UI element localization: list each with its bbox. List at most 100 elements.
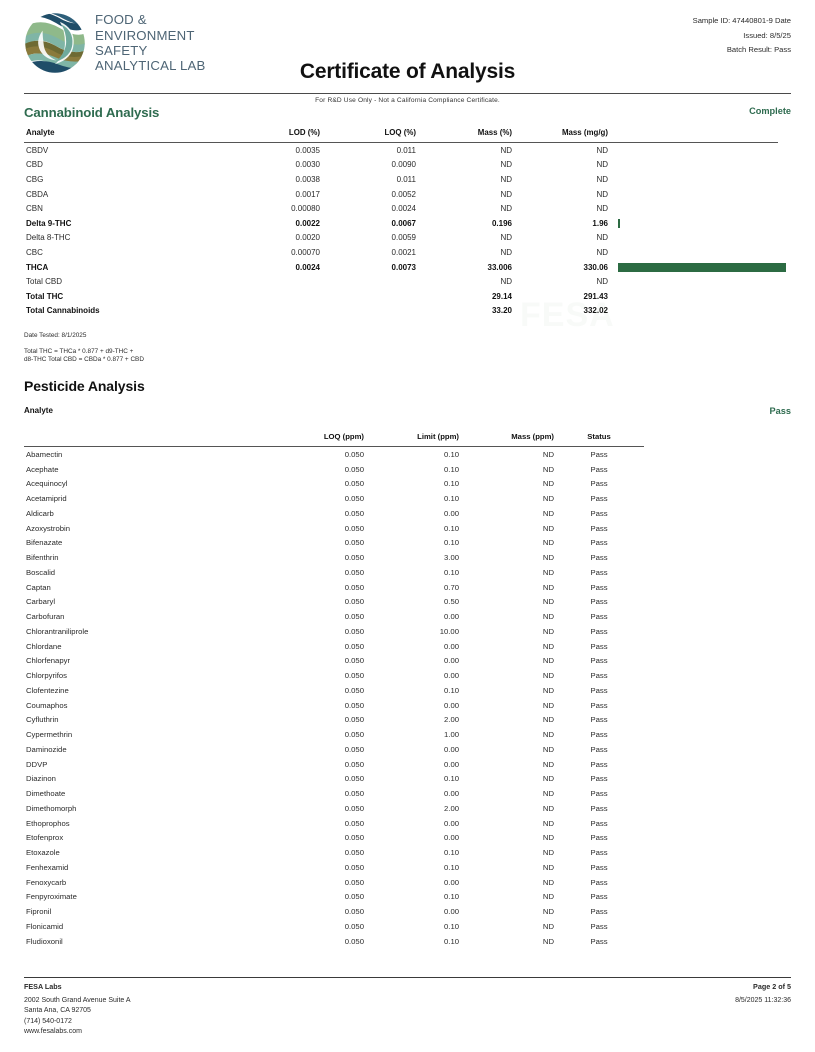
cell-limit: 0.10: [444, 538, 459, 548]
table-row: Clofentezine 0.050 0.10 ND Pass: [24, 683, 644, 698]
cell-limit: 0.10: [444, 685, 459, 695]
sample-id-line: Sample ID: 47440801-9 Date: [692, 16, 791, 25]
cell-analyte: Total THC: [26, 291, 64, 301]
table-row: Carbaryl 0.050 0.50 ND Pass: [24, 594, 644, 609]
pesticide-status-badge: Pass: [769, 405, 791, 416]
cell-mass: ND: [542, 494, 554, 504]
cell-mass: ND: [542, 449, 554, 459]
cell-status: Pass: [590, 700, 608, 710]
cell-limit: 0.00: [444, 818, 459, 828]
cell-loq: 0.050: [344, 685, 364, 695]
cell-limit: 0.50: [444, 597, 459, 607]
table-row: Ethoprophos 0.050 0.00 ND Pass: [24, 816, 644, 831]
cell-mass_pct: ND: [500, 145, 512, 155]
fesa-leaf-circle-logo-icon: [25, 13, 85, 73]
table-row: Acetamiprid 0.050 0.10 ND Pass: [24, 491, 644, 506]
cell-mass: ND: [542, 789, 554, 799]
table-row: Abamectin 0.050 0.10 ND Pass: [24, 446, 644, 461]
table-row: Dimethoate 0.050 0.00 ND Pass: [24, 786, 644, 801]
table-row: Azoxystrobin 0.050 0.10 ND Pass: [24, 521, 644, 536]
cell-status: Pass: [590, 567, 608, 577]
cell-loq: 0.050: [344, 626, 364, 636]
cell-loq: 0.011: [396, 145, 416, 155]
pesticide-table: LOQ (ppm) Limit (ppm) Mass (ppm) Status …: [24, 428, 644, 949]
table-row: Total THC 29.14 291.43: [24, 289, 778, 304]
cell-analyte: Chlorfenapyr: [26, 656, 71, 666]
table-row: Boscalid 0.050 0.10 ND Pass: [24, 565, 644, 580]
cell-status: Pass: [590, 789, 608, 799]
footer-phone: (714) 540-0172: [24, 1017, 72, 1025]
cell-loq: 0.050: [344, 582, 364, 592]
cell-mass: ND: [542, 685, 554, 695]
cell-status: Pass: [590, 553, 608, 563]
cell-limit: 0.00: [444, 641, 459, 651]
cell-mass_mgg: ND: [596, 189, 608, 199]
cell-mass: ND: [542, 715, 554, 725]
cell-analyte: Fipronil: [26, 907, 52, 917]
cell-loq: 0.050: [344, 936, 364, 946]
cell-loq: 0.050: [344, 523, 364, 533]
col-pest-loq: LOQ (ppm): [269, 428, 364, 447]
cell-loq: 0.0024: [391, 204, 416, 214]
table-row: Bifenthrin 0.050 3.00 ND Pass: [24, 550, 644, 565]
cell-status: Pass: [590, 892, 608, 902]
cannabinoid-section-title: Cannabinoid Analysis: [24, 105, 160, 120]
cell-analyte: CBDA: [26, 189, 49, 199]
cell-loq: 0.050: [344, 508, 364, 518]
cell-value-bar: [608, 216, 778, 231]
cell-mass: ND: [542, 553, 554, 563]
table-row: CBDA 0.0017 0.0052 ND ND: [24, 187, 778, 202]
cell-loq: 0.050: [344, 862, 364, 872]
cell-value-bar: [608, 304, 778, 319]
cell-lod: 0.00080: [291, 204, 320, 214]
cell-mass: ND: [542, 921, 554, 931]
cell-analyte: Daminozide: [26, 744, 67, 754]
cell-limit: 0.10: [444, 464, 459, 474]
cell-limit: 0.70: [444, 582, 459, 592]
cell-limit: 3.00: [444, 553, 459, 563]
cell-loq: 0.050: [344, 907, 364, 917]
cell-lod: 0.0024: [295, 262, 320, 272]
cell-limit: 1.00: [444, 730, 459, 740]
table-row: Acephate 0.050 0.10 ND Pass: [24, 462, 644, 477]
cell-loq: 0.050: [344, 892, 364, 902]
cell-mass: ND: [542, 671, 554, 681]
cell-mass: ND: [542, 744, 554, 754]
table-row: Carbofuran 0.050 0.00 ND Pass: [24, 609, 644, 624]
cell-analyte: THCA: [26, 262, 49, 272]
footer-website[interactable]: www.fesalabs.com: [24, 1028, 82, 1036]
cell-analyte: Chlorantraniliprole: [26, 626, 89, 636]
cell-loq: 0.0021: [391, 247, 416, 257]
cell-status: Pass: [590, 818, 608, 828]
cell-status: Pass: [590, 494, 608, 504]
table-row: Chlorpyrifos 0.050 0.00 ND Pass: [24, 668, 644, 683]
cell-loq: 0.050: [344, 597, 364, 607]
cell-mass: ND: [542, 907, 554, 917]
footer-timestamp: 8/5/2025 11:32:36: [735, 996, 791, 1004]
date-issued-line: Issued: 8/5/25: [743, 30, 791, 40]
table-row: Fenpyroximate 0.050 0.10 ND Pass: [24, 889, 644, 904]
cell-loq: 0.011: [396, 174, 416, 184]
cell-analyte: Acequinocyl: [26, 479, 68, 489]
cell-status: Pass: [590, 671, 608, 681]
cell-mass: ND: [542, 641, 554, 651]
cell-status: Pass: [590, 803, 608, 813]
cell-loq: [320, 304, 416, 319]
table-row: Aldicarb 0.050 0.00 ND Pass: [24, 506, 644, 521]
cell-loq: 0.050: [344, 818, 364, 828]
cell-mass_mgg: ND: [596, 277, 608, 287]
cell-mass_mgg: 330.06: [583, 262, 608, 272]
cell-mass_mgg: ND: [596, 233, 608, 243]
table-row: Delta 9-THC 0.0022 0.0067 0.196 1.96: [24, 216, 778, 231]
cell-lod: [224, 274, 320, 289]
cell-limit: 2.00: [444, 803, 459, 813]
cell-status: Pass: [590, 921, 608, 931]
formula-line-1: Total THC = THCa * 0.877 + d9-THC +: [24, 347, 134, 355]
cell-loq: 0.0067: [391, 218, 416, 228]
cell-lod: 0.0017: [295, 189, 320, 199]
cell-limit: 0.10: [444, 494, 459, 504]
cell-mass_pct: ND: [500, 247, 512, 257]
cell-mass_pct: ND: [500, 233, 512, 243]
cell-lod: [224, 289, 320, 304]
